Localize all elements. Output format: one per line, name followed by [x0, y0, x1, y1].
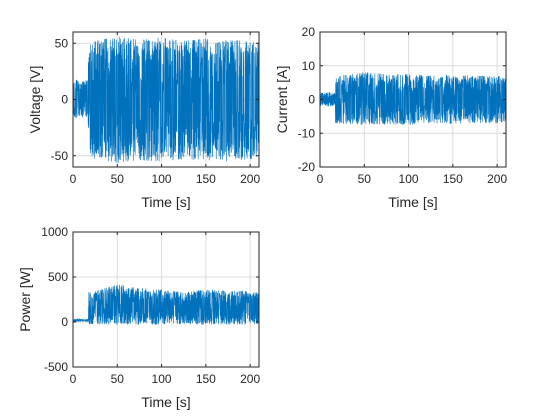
signal-line [73, 36, 259, 163]
signal-line [320, 72, 506, 125]
axes-frame [72, 231, 260, 368]
y-axis-label: Voltage [V] [27, 66, 43, 134]
x-tick-label: 100 [399, 172, 419, 186]
x-tick-label: 0 [317, 172, 324, 186]
y-tick-label: -50 [51, 149, 69, 163]
x-tick-label: 200 [487, 172, 507, 186]
tick-labels: 0 50 100 150 200 -20 -10 0 10 20 [298, 25, 508, 186]
x-tick-label: 0 [70, 372, 77, 386]
series-marks [73, 284, 259, 325]
y-tick-label: 500 [48, 270, 68, 284]
series-marks [73, 36, 259, 163]
x-axis-label: Time [s] [141, 394, 190, 410]
y-tick-label: -20 [298, 160, 316, 174]
x-axis-label: Time [s] [141, 194, 190, 210]
y-tick-label: -500 [44, 360, 68, 374]
y-axis-label: Power [W] [17, 267, 33, 332]
y-tick-label: 50 [55, 36, 69, 50]
x-tick-label: 0 [70, 172, 77, 186]
x-tick-label: 200 [240, 172, 260, 186]
x-axis-label: Time [s] [388, 194, 437, 210]
series-marks [320, 72, 506, 125]
current-plot: 0 50 100 150 200 -20 -10 0 10 20 Time [s] Current… [274, 25, 507, 210]
y-tick-label: 0 [61, 93, 68, 107]
x-tick-label: 50 [111, 172, 125, 186]
x-tick-label: 150 [443, 172, 463, 186]
y-axis-label: Current [A] [274, 66, 290, 134]
y-tick-label: 20 [302, 25, 316, 39]
y-tick-label: 0 [308, 93, 315, 107]
x-tick-label: 100 [152, 372, 172, 386]
y-tick-label: 10 [302, 59, 316, 73]
x-tick-label: 200 [240, 372, 260, 386]
signal-line [73, 284, 259, 325]
x-tick-label: 50 [358, 172, 372, 186]
x-tick-label: 100 [152, 172, 172, 186]
y-tick-label: -10 [298, 126, 316, 140]
x-tick-label: 50 [111, 372, 125, 386]
y-tick-label: 1000 [41, 225, 68, 239]
x-tick-label: 150 [196, 372, 216, 386]
y-tick-label: 0 [61, 315, 68, 329]
x-tick-label: 150 [196, 172, 216, 186]
